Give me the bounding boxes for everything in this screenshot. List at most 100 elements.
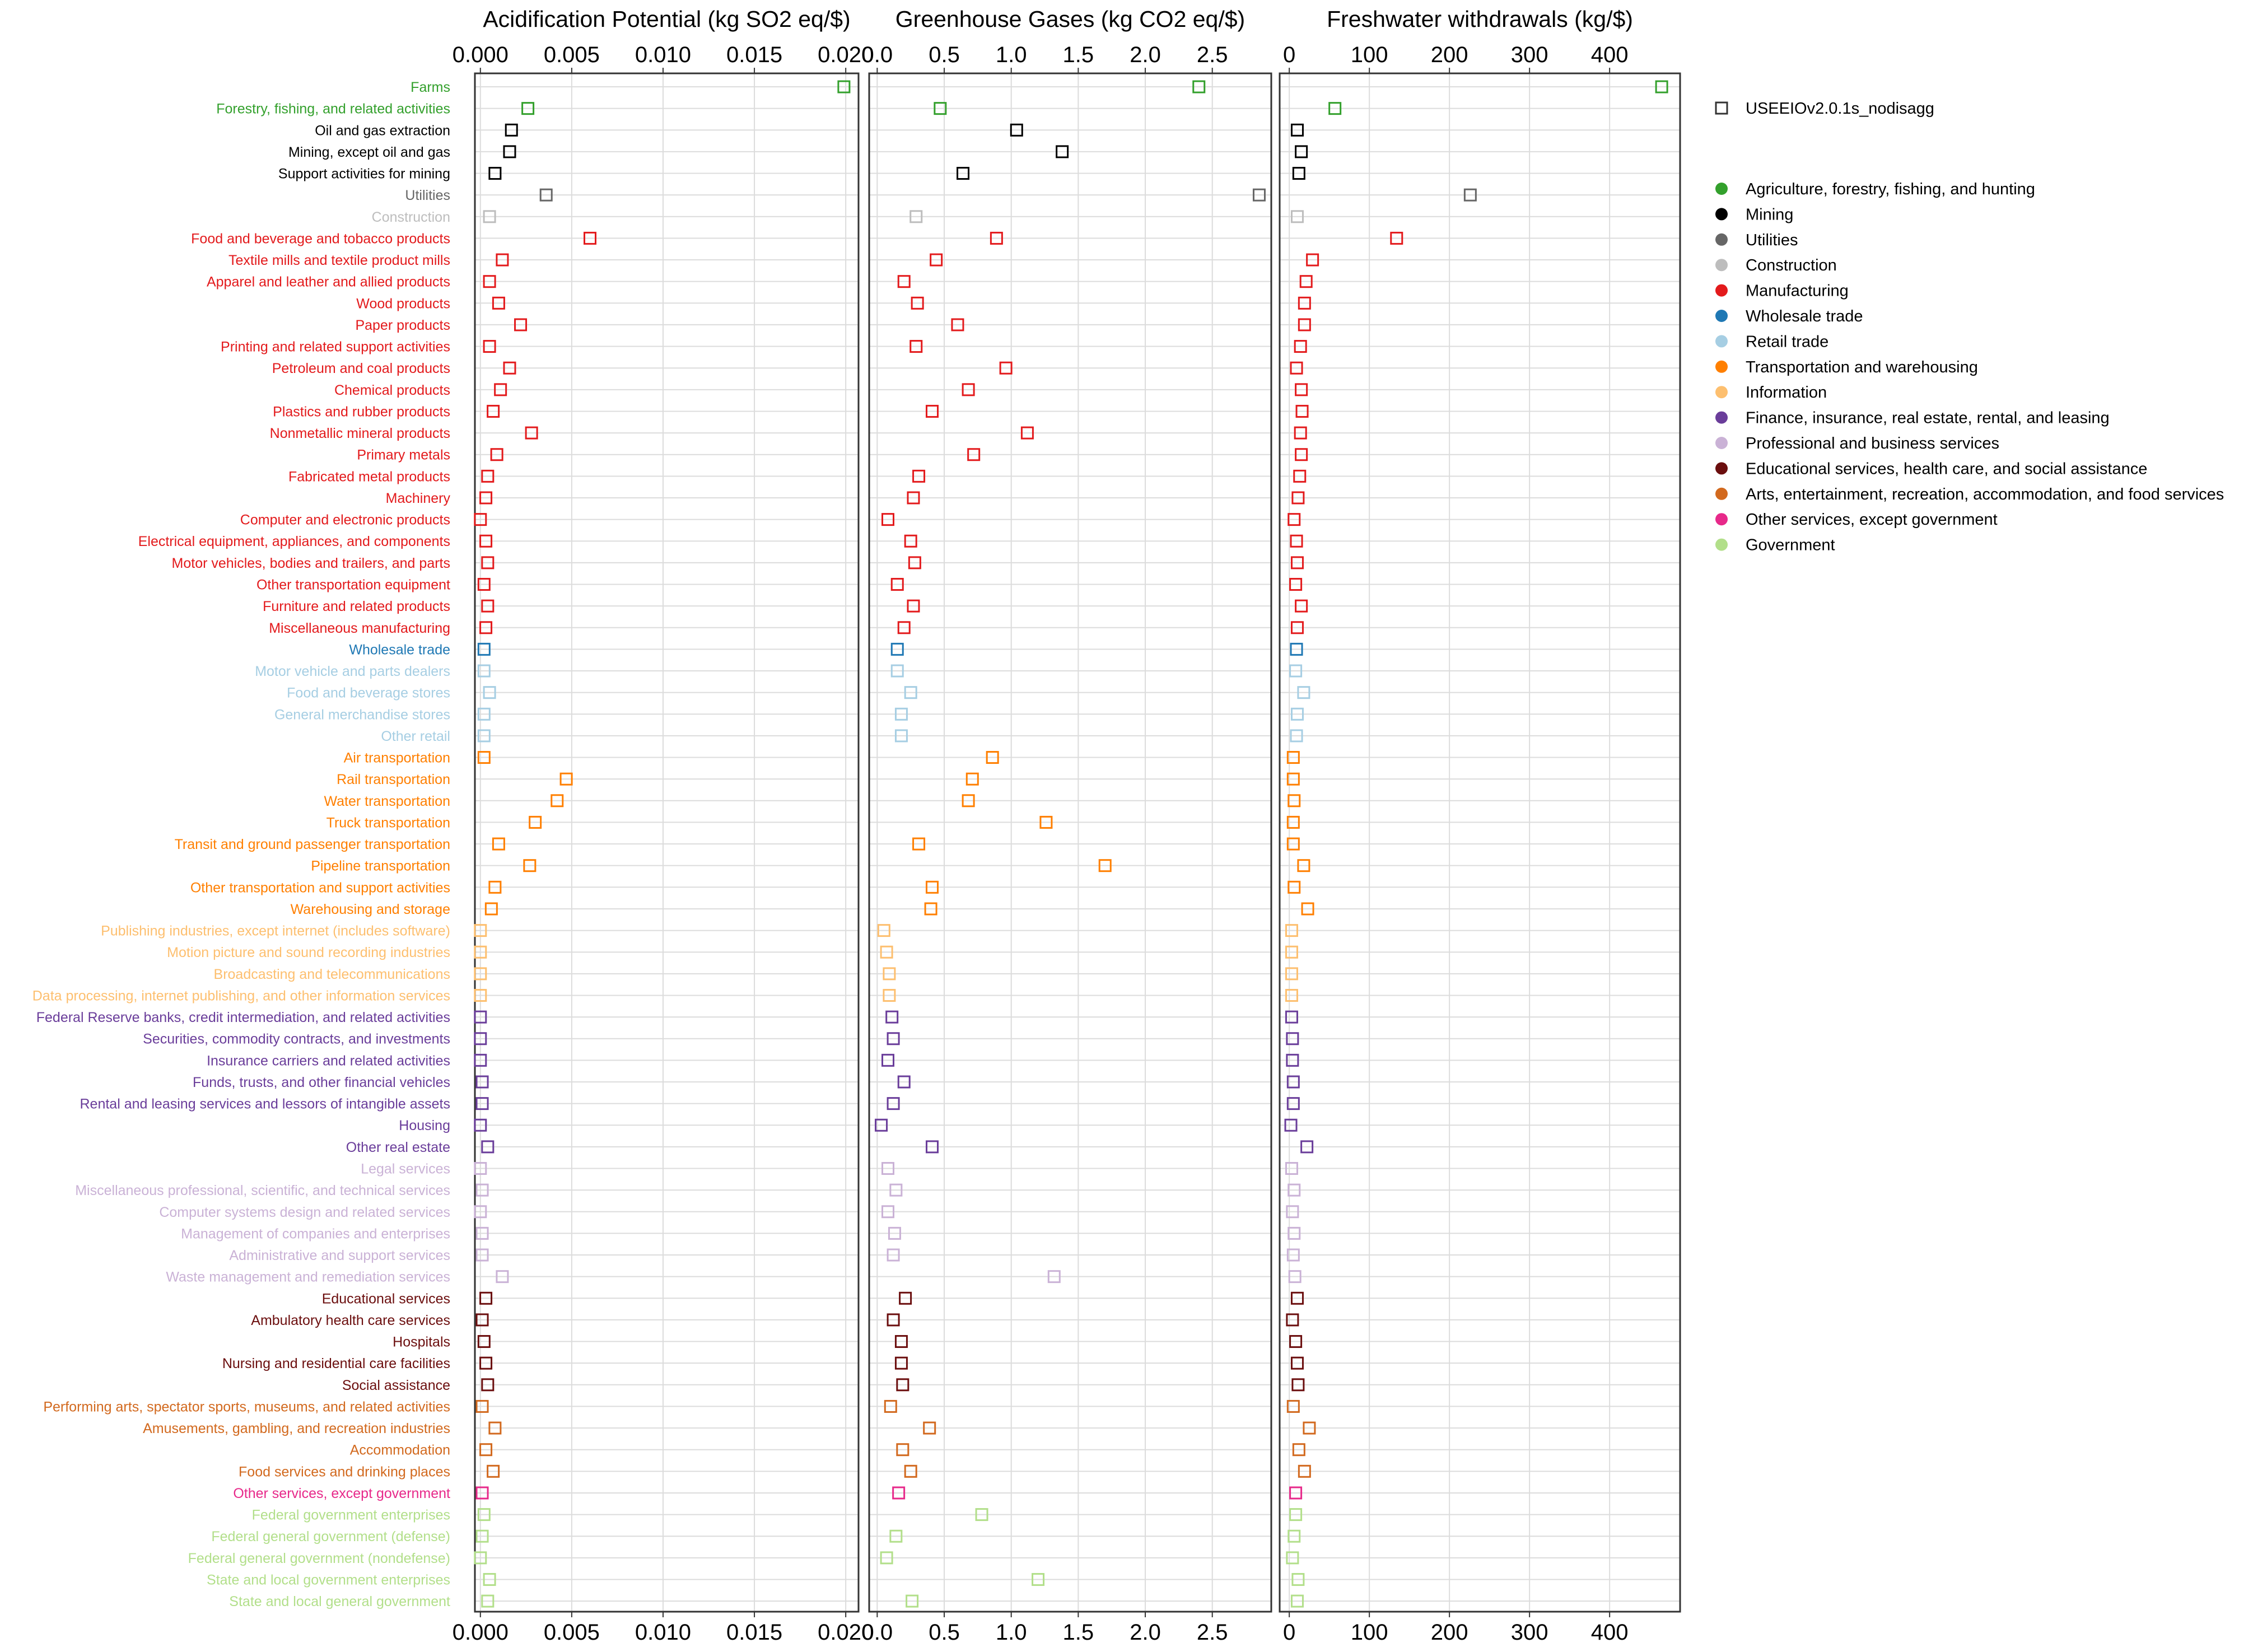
data-point [494, 383, 507, 396]
data-point [911, 296, 924, 310]
data-point [481, 1140, 495, 1154]
y-tick-label: Food and beverage stores [287, 685, 450, 701]
x-tick-label-bottom: 1.5 [1063, 1620, 1094, 1645]
y-tick-label: Printing and related support activities [221, 339, 450, 355]
legend-dot-icon [1715, 462, 1728, 475]
panel-border [474, 72, 860, 1613]
x-tick-label-top: 100 [1351, 43, 1388, 67]
data-point [883, 988, 896, 1002]
data-point [897, 275, 911, 288]
y-tick-label: Securities, commodity contracts, and inv… [143, 1032, 450, 1047]
data-point [477, 707, 491, 721]
data-point [475, 1097, 489, 1110]
data-point [496, 253, 509, 267]
data-point [1293, 469, 1307, 483]
legend-dot-icon [1715, 360, 1728, 373]
data-point [479, 1291, 493, 1305]
data-point [483, 1572, 496, 1586]
legend-item-label: Finance, insurance, real estate, rental,… [1746, 409, 2110, 427]
data-point [475, 1529, 489, 1543]
data-point [475, 1183, 489, 1197]
data-point [475, 1226, 489, 1240]
legend-dot-icon [1715, 386, 1728, 399]
x-tick-label-bottom: 400 [1591, 1620, 1629, 1645]
y-tick-label: Legal services [361, 1161, 450, 1177]
legend-dot-icon [1715, 183, 1728, 195]
data-point [474, 1205, 487, 1219]
legend-item-label: Manufacturing [1746, 282, 1849, 300]
y-tick-label: Publishing industries, except internet (… [101, 923, 450, 939]
legend-model-label: USEEIOv2.0.1s_nodisagg [1746, 100, 1934, 118]
y-tick-label: Plastics and rubber products [273, 404, 450, 419]
data-point [925, 880, 939, 894]
data-point [1285, 1010, 1298, 1024]
data-point [481, 1594, 495, 1608]
data-point [1295, 599, 1308, 613]
data-point [1039, 815, 1053, 829]
data-point [488, 167, 502, 180]
legend-dot-icon [1715, 411, 1728, 424]
data-point [1290, 621, 1304, 634]
data-point [1285, 924, 1298, 937]
x-tick-label-top: 0 [1283, 43, 1295, 67]
y-tick-label: Transit and ground passenger transportat… [175, 837, 450, 852]
data-point [908, 556, 921, 570]
data-point [484, 902, 498, 916]
y-tick-label: Amusements, gambling, and recreation ind… [143, 1421, 450, 1436]
x-tick-label-top: 300 [1511, 43, 1548, 67]
x-tick-label-top: 0.0 [862, 43, 893, 67]
legend-item-label: Utilities [1746, 231, 1798, 249]
data-point [912, 837, 926, 851]
y-tick-label: Construction [372, 209, 450, 225]
y-tick-label: Other transportation equipment [256, 577, 450, 592]
x-tick-label-bottom: 0.0 [862, 1620, 893, 1645]
data-point [1295, 383, 1308, 396]
y-tick-label: Water transportation [324, 794, 450, 809]
data-point [496, 1270, 509, 1284]
data-point [877, 924, 890, 937]
data-point [881, 1053, 895, 1067]
data-point [1098, 859, 1112, 872]
data-point [479, 491, 493, 505]
data-point [1010, 123, 1023, 137]
data-point [904, 1464, 917, 1478]
data-point [986, 751, 999, 764]
legend-item-label: Agriculture, forestry, fishing, and hunt… [1746, 180, 2035, 198]
y-tick-label: Broadcasting and telecommunications [214, 967, 450, 982]
x-tick-label-bottom: 0.005 [544, 1620, 600, 1645]
data-point [1286, 1205, 1299, 1219]
y-tick-label: State and local government enterprises [207, 1572, 450, 1588]
data-point [1290, 210, 1304, 223]
data-point [481, 1378, 495, 1392]
x-tick-label-bottom: 0.000 [453, 1620, 509, 1645]
data-point [1298, 1464, 1311, 1478]
legend-item-label: Wholesale trade [1746, 307, 1863, 325]
data-point [967, 448, 981, 461]
data-point [521, 102, 535, 115]
data-point [551, 794, 564, 808]
data-point [1285, 988, 1298, 1002]
data-point [1300, 1140, 1314, 1154]
data-point [505, 123, 518, 137]
data-point [1288, 1270, 1302, 1284]
data-point [1298, 296, 1311, 310]
y-tick-label: Other real estate [346, 1140, 450, 1155]
x-tick-label-bottom: 1.0 [996, 1620, 1027, 1645]
x-tick-label-top: 200 [1431, 43, 1468, 67]
data-point [906, 1594, 919, 1608]
legend-item-label: Professional and business services [1746, 435, 1999, 452]
data-point [883, 967, 896, 981]
data-point [887, 1032, 900, 1046]
legend-dot-icon [1715, 259, 1728, 272]
data-point [1292, 167, 1305, 180]
y-tick-label: Federal general government (defense) [211, 1529, 450, 1544]
data-point [477, 1335, 491, 1348]
data-point [483, 686, 496, 699]
data-point [1286, 1032, 1299, 1046]
x-tick-label-bottom: 200 [1431, 1620, 1468, 1645]
data-point [1306, 253, 1319, 267]
data-point [951, 318, 964, 332]
data-point [904, 534, 917, 548]
x-tick-label-top: 0.000 [453, 43, 509, 67]
y-tick-label: Other services, except government [233, 1486, 450, 1501]
